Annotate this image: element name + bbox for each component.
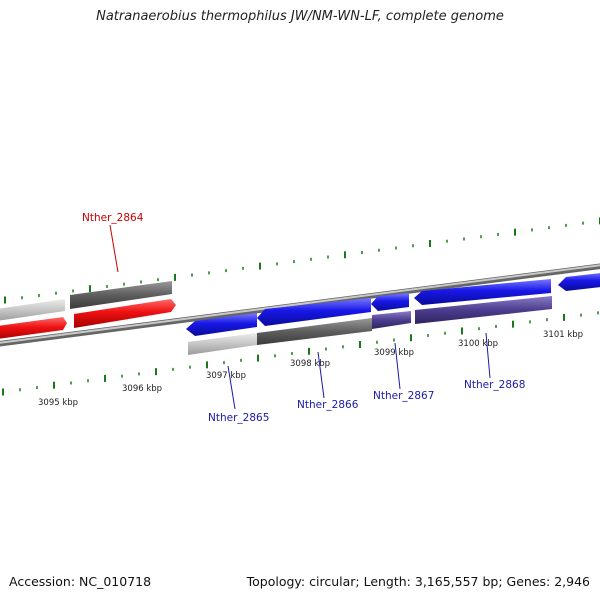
gene-arrow-blue-nther-2865[interactable] xyxy=(186,313,257,336)
leader-line-nther-2866 xyxy=(317,351,325,399)
genome-backbone-highlight xyxy=(0,264,600,344)
scale-label-3100: 3100 kbp xyxy=(458,339,498,349)
leader-line-nther-2864 xyxy=(109,224,119,273)
leader-line-nther-2868 xyxy=(485,332,491,379)
gene-label-nther-2866[interactable]: Nther_2866 xyxy=(297,399,359,411)
feature-purple-nther-2868 xyxy=(415,296,552,324)
feature-light-gray-left xyxy=(0,299,65,321)
gene-label-nther-2868[interactable]: Nther_2868 xyxy=(464,379,525,391)
gene-arrow-blue-nther-2866[interactable] xyxy=(257,298,371,326)
scale-label-3096: 3096 kbp xyxy=(122,384,162,394)
leader-line-nther-2865 xyxy=(227,365,236,410)
feature-dark-gray-nther-2866 xyxy=(257,318,372,345)
feature-purple-nther-2867 xyxy=(372,311,411,329)
scale-label-3099: 3099 kbp xyxy=(374,348,414,358)
gene-label-nther-2865[interactable]: Nther_2865 xyxy=(208,412,269,424)
map-title: Natranaerobius thermophilus JW/NM-WN-LF,… xyxy=(96,9,504,24)
gene-label-nther-2867[interactable]: Nther_2867 xyxy=(373,390,434,402)
scale-label-3101: 3101 kbp xyxy=(543,330,583,340)
genome-summary-text: Topology: circular; Length: 3,165,557 bp… xyxy=(246,574,590,589)
scale-label-3095: 3095 kbp xyxy=(38,398,78,408)
feature-dark-gray-nther-2864 xyxy=(70,281,172,309)
scale-label-3098: 3098 kbp xyxy=(290,359,330,369)
feature-light-gray-nther-2865 xyxy=(188,333,257,355)
gene-arrow-blue-right[interactable] xyxy=(558,272,600,291)
gene-label-nther-2864[interactable]: Nther_2864 xyxy=(82,212,144,224)
tick-row-upper xyxy=(4,217,600,304)
tick-row-lower xyxy=(2,311,599,396)
gene-arrow-blue-nther-2867[interactable] xyxy=(371,293,409,311)
gene-arrow-blue-nther-2868[interactable] xyxy=(414,279,551,305)
leader-line-nther-2867 xyxy=(394,342,401,390)
accession-text: Accession: NC_010718 xyxy=(9,574,152,589)
gene-arrow-red-2[interactable] xyxy=(74,299,176,328)
scale-label-3097: 3097 kbp xyxy=(206,371,246,381)
gene-arrow-red-1[interactable] xyxy=(0,317,67,340)
